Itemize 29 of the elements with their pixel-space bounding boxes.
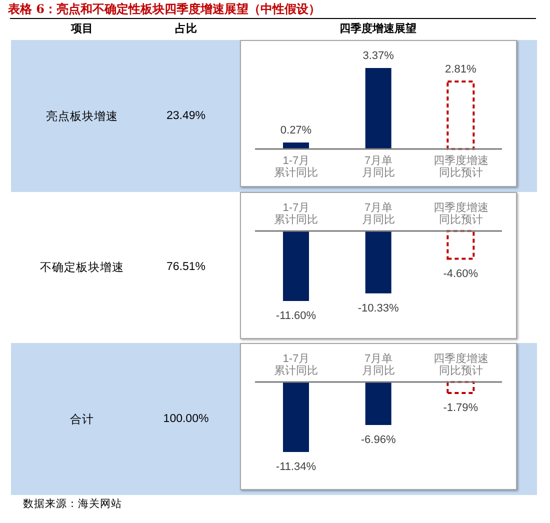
source-note: 数据来源：海关网站 [23, 496, 122, 510]
data-label: -10.33% [358, 302, 400, 314]
text: 不确定板块增速 [39, 259, 125, 276]
x-tick-label: 1-7月累计同比 [274, 202, 318, 226]
x-tick-label: 7月单月同比 [362, 154, 395, 179]
text: 100.00% [162, 412, 210, 427]
text: 76.51% [165, 260, 206, 276]
text: 表格 6：亮点和不确定性板块四季度增速展望（中性假设） [8, 2, 321, 16]
data-label: -11.60% [276, 310, 316, 322]
x-tick-label: 7月单月同比 [362, 200, 395, 226]
text: 占比 [174, 22, 198, 36]
data-label: -1.79% [443, 402, 478, 414]
x-tick-label: 1-7月累计同比 [274, 353, 318, 377]
x-tick-label: 7月单月同比 [362, 352, 395, 377]
x-tick-label: 1-7月累计同比 [274, 155, 318, 179]
text: 合计 [69, 410, 95, 427]
x-tick-label: 四季度增速同比预计 [433, 352, 488, 377]
data-label: -11.34% [276, 461, 316, 473]
data-label: 3.37% [362, 50, 394, 62]
text: 四季度增速展望 [338, 22, 418, 36]
data-label: -6.96% [360, 434, 396, 446]
x-tick-label: 四季度增速同比预计 [433, 200, 488, 226]
data-label: 2.81% [445, 63, 476, 76]
data-label: 0.27% [280, 124, 312, 137]
text: 23.49% [165, 108, 206, 124]
text: 项目 [70, 22, 94, 36]
data-label: -4.60% [443, 267, 478, 280]
text: 亮点板块增速 [45, 108, 119, 124]
x-tick-label: 四季度增速同比预计 [433, 154, 488, 179]
